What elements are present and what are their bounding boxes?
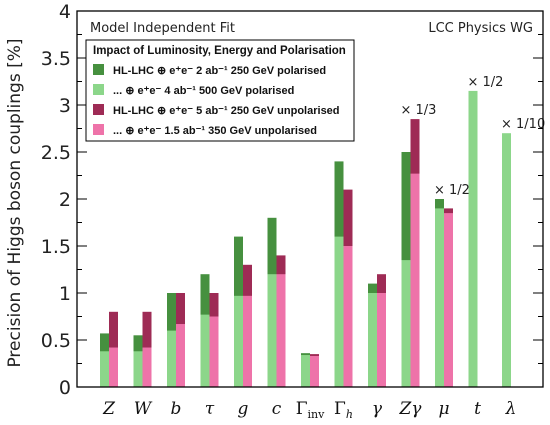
legend-box <box>85 39 355 142</box>
y-tick-label: 2 <box>59 189 71 211</box>
annotations: × 1/3 × 1/2 × 1/2 × 1/10 <box>401 75 546 198</box>
y-tick-label: 2.5 <box>41 142 71 164</box>
bar-polarised-front <box>167 330 176 387</box>
scale-annotation: × 1/10 <box>501 117 545 132</box>
x-tick-label: g <box>238 399 249 419</box>
bar-polarised-front <box>267 274 277 387</box>
bar-polarised-front <box>200 314 210 387</box>
legend-label: HL-LHC ⊕ e⁺e⁻ 5 ab⁻¹ 250 GeV unpolarised <box>113 105 340 117</box>
bar-unpolarised-front <box>377 293 386 387</box>
bar-polarised-front <box>401 260 411 387</box>
x-tick-label: μ <box>438 399 449 419</box>
bar-unpolarised-front <box>444 213 453 387</box>
y-tick-label: 0 <box>59 377 71 399</box>
legend-swatch <box>93 64 104 75</box>
bar-unpolarised-front <box>276 274 286 387</box>
x-tick-label: λ <box>505 399 517 419</box>
bar-unpolarised-front <box>142 347 152 387</box>
legend-label: HL-LHC ⊕ e⁺e⁻ 2 ab⁻¹ 250 GeV polarised <box>113 65 326 77</box>
bar-polarised-front <box>133 351 143 387</box>
scale-annotation: × 1/2 <box>434 183 470 198</box>
chart-title: Model Independent Fit <box>90 21 235 36</box>
legend-label: ... ⊕ e⁺e⁻ 1.5 ab⁻¹ 350 GeV unpolarised <box>113 125 317 137</box>
legend-swatch <box>93 104 104 115</box>
bar-unpolarised-front <box>209 316 219 387</box>
legend-swatch <box>93 84 104 95</box>
bar-unpolarised-front <box>176 324 185 387</box>
bar-polarised-front <box>435 208 444 387</box>
legend-items: HL-LHC ⊕ e⁺e⁻ 2 ab⁻¹ 250 GeV polarised..… <box>93 64 340 137</box>
bar-polarised-front <box>334 236 344 387</box>
y-tick-label: 3.5 <box>41 48 71 70</box>
plot-frame <box>76 10 544 388</box>
scale-annotation: × 1/3 <box>401 103 437 118</box>
x-tick-label: b <box>171 399 182 419</box>
legend: Impact of Luminosity, Energy and Polaris… <box>85 39 355 142</box>
legend-label: ... ⊕ e⁺e⁻ 4 ab⁻¹ 500 GeV polarised <box>113 85 294 97</box>
bar-unpolarised-front <box>310 355 319 387</box>
bar-unpolarised-front <box>243 295 252 387</box>
bar-polarised-front <box>234 295 243 387</box>
bar-unpolarised-front <box>109 347 118 387</box>
x-tick-label: c <box>272 399 282 419</box>
y-ticks: 0 0.5 1 1.5 2 2.5 3 3.5 4 <box>41 1 543 399</box>
legend-swatch <box>93 124 104 135</box>
bars <box>100 90 511 388</box>
bar-unpolarised-front <box>343 246 353 387</box>
x-tick-label: Γinv <box>296 399 325 421</box>
x-tick-label: γ <box>372 399 383 419</box>
x-tick-label: Z <box>102 399 116 419</box>
legend-title: Impact of Luminosity, Energy and Polaris… <box>93 45 346 57</box>
bar-polarised-front <box>301 355 310 387</box>
bar-unpolarised-front <box>410 173 420 387</box>
scale-annotation: × 1/2 <box>468 75 504 90</box>
x-tick-label: W <box>134 399 153 419</box>
bar-polarised-front <box>468 90 478 388</box>
x-tick-label: Γh <box>334 399 353 421</box>
x-tick-label: Zγ <box>399 399 423 419</box>
bar-polarised-front <box>368 293 377 387</box>
x-tick-label: t <box>474 399 481 419</box>
y-axis-label: Precision of Higgs boson couplings [%] <box>5 38 25 367</box>
y-tick-label: 1 <box>59 283 71 305</box>
bar-polarised-front <box>502 133 511 387</box>
y-tick-label: 4 <box>59 1 71 23</box>
y-tick-label: 0.5 <box>41 330 71 352</box>
source-label: LCC Physics WG <box>428 21 533 36</box>
y-tick-label: 1.5 <box>41 236 71 258</box>
x-tick-label: τ <box>205 399 215 419</box>
bar-polarised-front <box>100 351 109 387</box>
y-tick-label: 3 <box>59 95 71 117</box>
